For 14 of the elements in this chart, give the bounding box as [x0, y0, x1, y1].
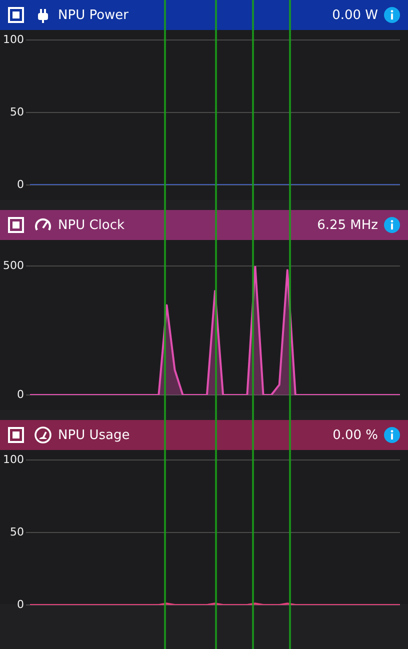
chart-title: NPU Usage — [58, 428, 130, 442]
chart-title: NPU Clock — [58, 218, 125, 232]
chart-subtitle: 6.25 MHz — [317, 218, 378, 232]
y-tick-label: 100 — [3, 32, 24, 46]
y-tick-label: 0 — [17, 388, 24, 401]
y-tick-label: 500 — [3, 258, 24, 272]
chart-subtitle: 0.00 W — [332, 8, 378, 22]
chart-title: NPU Power — [58, 8, 129, 22]
y-tick-label: 50 — [10, 525, 24, 538]
y-tick-label: 0 — [17, 178, 24, 191]
y-tick-label: 50 — [10, 105, 24, 118]
y-tick-label: 100 — [3, 452, 24, 466]
y-tick-label: 0 — [17, 598, 24, 611]
chart-subtitle: 0.00 % — [332, 428, 378, 442]
